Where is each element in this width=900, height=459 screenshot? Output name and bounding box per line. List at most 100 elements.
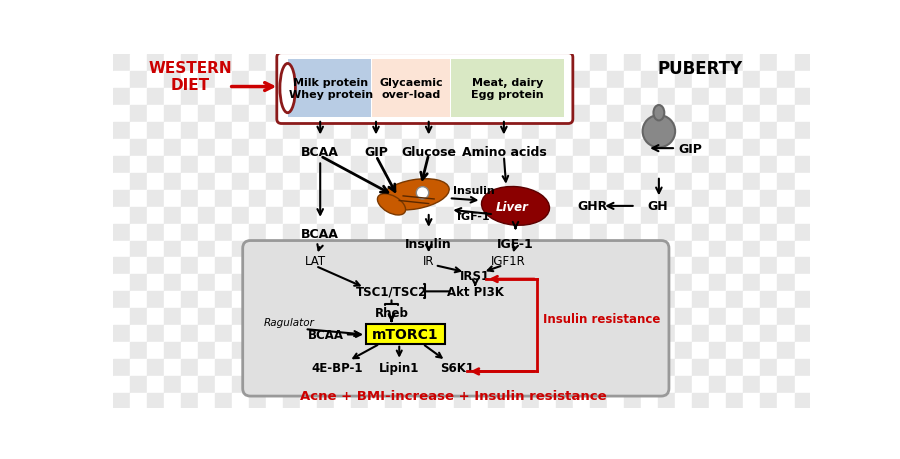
Bar: [505, 241, 522, 258]
Bar: [573, 376, 590, 393]
Bar: [198, 359, 215, 376]
Bar: [795, 308, 812, 325]
Bar: [522, 241, 539, 258]
Bar: [590, 55, 607, 72]
Bar: [709, 258, 726, 275]
Bar: [266, 190, 283, 207]
Bar: [402, 157, 419, 174]
Bar: [778, 174, 795, 190]
Bar: [454, 174, 471, 190]
Bar: [726, 207, 743, 224]
Bar: [726, 157, 743, 174]
Bar: [283, 72, 300, 89]
Bar: [641, 224, 658, 241]
Bar: [573, 140, 590, 157]
Bar: [692, 359, 709, 376]
Bar: [385, 123, 402, 140]
Bar: [181, 342, 198, 359]
Bar: [556, 275, 572, 292]
Bar: [249, 190, 266, 207]
Bar: [249, 325, 266, 342]
Bar: [556, 359, 572, 376]
Bar: [130, 157, 147, 174]
Bar: [778, 157, 795, 174]
Bar: [164, 241, 181, 258]
Bar: [709, 342, 726, 359]
Bar: [505, 174, 522, 190]
Text: IR: IR: [423, 254, 435, 268]
Bar: [317, 258, 334, 275]
Bar: [760, 275, 778, 292]
Bar: [692, 207, 709, 224]
Bar: [471, 275, 488, 292]
Bar: [147, 292, 164, 308]
Bar: [726, 325, 743, 342]
Bar: [658, 157, 675, 174]
Bar: [624, 241, 641, 258]
Bar: [726, 258, 743, 275]
Bar: [590, 325, 607, 342]
Bar: [795, 292, 812, 308]
Bar: [368, 174, 385, 190]
Bar: [590, 275, 607, 292]
Bar: [709, 241, 726, 258]
Bar: [215, 275, 232, 292]
Bar: [590, 308, 607, 325]
Bar: [607, 376, 624, 393]
Bar: [215, 359, 232, 376]
Bar: [795, 241, 812, 258]
Bar: [300, 359, 317, 376]
Bar: [692, 72, 709, 89]
Bar: [266, 224, 283, 241]
Bar: [402, 190, 419, 207]
Bar: [454, 258, 471, 275]
Bar: [488, 292, 505, 308]
Bar: [522, 308, 539, 325]
Bar: [658, 190, 675, 207]
Bar: [590, 207, 607, 224]
Bar: [488, 342, 505, 359]
Bar: [232, 190, 249, 207]
Bar: [334, 376, 351, 393]
Bar: [778, 359, 795, 376]
Bar: [266, 123, 283, 140]
Bar: [368, 241, 385, 258]
Bar: [624, 55, 641, 72]
Bar: [266, 258, 283, 275]
Text: IRS1: IRS1: [460, 270, 491, 283]
Bar: [607, 393, 624, 410]
Bar: [334, 308, 351, 325]
Bar: [112, 55, 130, 72]
Bar: [283, 224, 300, 241]
Bar: [760, 241, 778, 258]
Bar: [607, 174, 624, 190]
Bar: [573, 359, 590, 376]
Bar: [556, 393, 572, 410]
Bar: [112, 106, 130, 123]
Bar: [147, 207, 164, 224]
Bar: [266, 342, 283, 359]
Bar: [488, 106, 505, 123]
Bar: [709, 190, 726, 207]
Bar: [573, 325, 590, 342]
Bar: [436, 393, 454, 410]
Bar: [795, 106, 812, 123]
Bar: [351, 89, 368, 106]
Bar: [249, 342, 266, 359]
Bar: [471, 292, 488, 308]
Bar: [573, 157, 590, 174]
Bar: [300, 258, 317, 275]
Bar: [454, 207, 471, 224]
Bar: [232, 241, 249, 258]
Bar: [402, 72, 419, 89]
Bar: [232, 342, 249, 359]
Bar: [232, 157, 249, 174]
Bar: [607, 342, 624, 359]
Bar: [249, 140, 266, 157]
Bar: [419, 89, 436, 106]
Bar: [488, 140, 505, 157]
Text: LAT: LAT: [305, 254, 326, 268]
Bar: [675, 123, 692, 140]
Bar: [590, 258, 607, 275]
Bar: [658, 72, 675, 89]
